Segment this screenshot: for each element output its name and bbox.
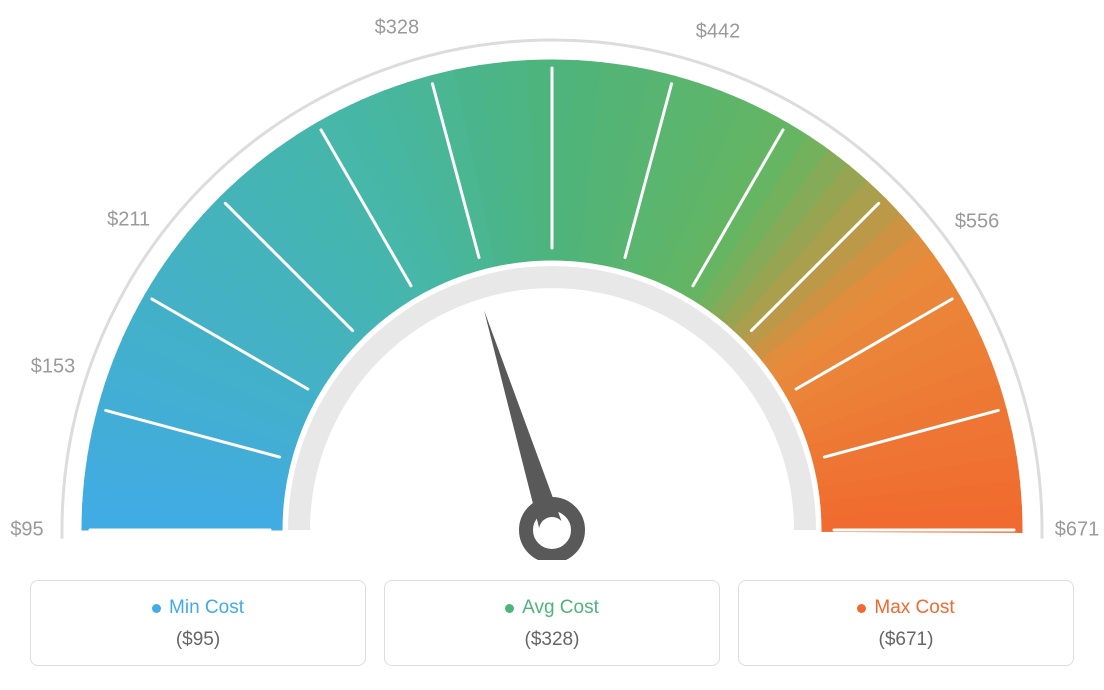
gauge-tick-label: $328 <box>375 17 420 40</box>
legend-dot-max <box>857 604 866 613</box>
legend-label-min: Min Cost <box>169 597 244 619</box>
legend-value-max: ($671) <box>749 629 1063 651</box>
legend-title-max: Max Cost <box>857 597 954 619</box>
cost-gauge-chart: $95 $153 $211 $328 $442 $556 $671 Min Cost ($9… <box>0 0 1104 690</box>
legend-label-avg: Avg Cost <box>522 597 599 619</box>
gauge-tick-label: $556 <box>955 210 1000 233</box>
legend-value-avg: ($328) <box>395 629 709 651</box>
legend-card-max: Max Cost ($671) <box>738 580 1074 666</box>
legend-title-avg: Avg Cost <box>505 597 599 619</box>
legend-card-min: Min Cost ($95) <box>30 580 366 666</box>
gauge-tick-label: $211 <box>107 208 150 231</box>
legend-label-max: Max Cost <box>874 597 954 619</box>
legend-dot-min <box>152 604 161 613</box>
gauge-svg <box>0 0 1104 560</box>
legend-row: Min Cost ($95) Avg Cost ($328) Max Cost … <box>30 580 1074 666</box>
gauge-tick-label: $153 <box>31 355 76 378</box>
legend-value-min: ($95) <box>41 629 355 651</box>
gauge-tick-label: $95 <box>10 519 43 542</box>
gauge-area: $95 $153 $211 $328 $442 $556 $671 <box>0 0 1104 560</box>
gauge-tick-label: $671 <box>1055 519 1100 542</box>
gauge-tick-label: $442 <box>696 20 741 43</box>
legend-card-avg: Avg Cost ($328) <box>384 580 720 666</box>
legend-title-min: Min Cost <box>152 597 244 619</box>
legend-dot-avg <box>505 604 514 613</box>
